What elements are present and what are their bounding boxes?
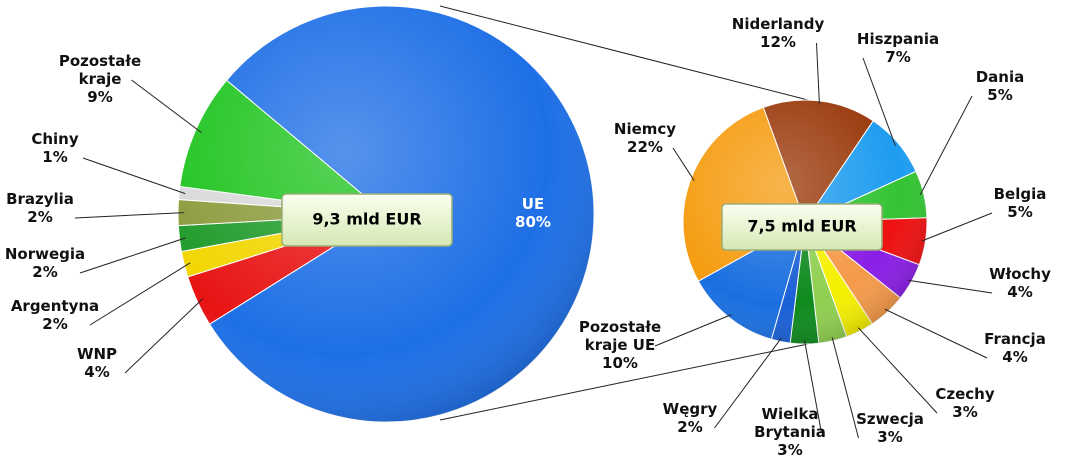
category-label: Niderlandy (731, 15, 825, 33)
value-label: 2% (27, 208, 53, 226)
center-label: 9,3 mld EUR (312, 210, 421, 229)
value-label: 22% (627, 138, 663, 156)
value-label: 3% (952, 403, 978, 421)
slice-label: Węgry 2% (655, 400, 725, 436)
leader-line (89, 262, 191, 326)
value-label: 2% (42, 315, 68, 333)
center-box (281, 193, 453, 247)
slice-label: Wielka Brytania 3% (745, 405, 835, 459)
slice-label: UE 80% (503, 195, 563, 231)
slice-label: Czechy 3% (925, 385, 1005, 421)
category-label: Niemcy (613, 120, 677, 138)
slice-label: Dania 5% (960, 68, 1040, 104)
leader-line (714, 337, 782, 429)
leader-line (919, 95, 973, 196)
leader-line (816, 42, 820, 105)
category-label: Argentyna (10, 297, 100, 315)
category-label: Szwecja (856, 410, 924, 428)
slice-label: Belgia 5% (980, 185, 1060, 221)
category-label: Hiszpania (856, 30, 940, 48)
category-label: Dania (975, 68, 1025, 86)
category-label: Brazylia (6, 190, 74, 208)
leader-line (79, 237, 186, 274)
slice-label: Włochy 4% (980, 265, 1060, 301)
slice-label: Niemcy 22% (605, 120, 685, 156)
slice-label: Pozostałe kraje 9% (55, 52, 145, 106)
value-label: 4% (1007, 283, 1033, 301)
center-box (721, 203, 883, 251)
value-label: 80% (515, 213, 551, 231)
category-label: Belgia (993, 185, 1047, 203)
value-label: 12% (760, 33, 796, 51)
value-label: 5% (987, 86, 1013, 104)
category-label: UE (521, 195, 545, 213)
slice-label: Francja 4% (975, 330, 1055, 366)
leader-line (74, 212, 185, 219)
leader-line (921, 212, 993, 242)
category-label: Pozostałe kraje (58, 52, 142, 88)
value-label: 1% (42, 148, 68, 166)
slice-label: Norwegia 2% (0, 245, 95, 281)
slice-label: Niderlandy 12% (723, 15, 833, 51)
value-label: 9% (87, 88, 113, 106)
slice-label: Chiny 1% (15, 130, 95, 166)
category-label: Francja (984, 330, 1046, 348)
category-label: Węgry (662, 400, 718, 418)
category-label: Czechy (935, 385, 995, 403)
value-label: 7% (885, 48, 911, 66)
category-label: Włochy (989, 265, 1051, 283)
value-label: 4% (1002, 348, 1028, 366)
slice-label: Argentyna 2% (5, 297, 105, 333)
value-label: 2% (677, 418, 703, 436)
slice-label: Brazylia 2% (0, 190, 90, 226)
value-label: 4% (84, 363, 110, 381)
category-label: WNP (76, 345, 118, 363)
leader-line (831, 337, 859, 439)
value-label: 10% (602, 354, 638, 372)
category-label: Pozostałe kraje UE (578, 318, 662, 354)
center-label: 7,5 mld EUR (747, 217, 856, 236)
category-label: Wielka Brytania (754, 405, 826, 441)
slice-label: Pozostałe kraje UE 10% (570, 318, 670, 372)
leader-line (884, 308, 988, 359)
leader-line (82, 157, 186, 195)
value-label: 3% (877, 428, 903, 446)
category-label: Chiny (31, 130, 79, 148)
slice-label: WNP 4% (57, 345, 137, 381)
value-label: 3% (777, 441, 803, 459)
slice-label: Hiszpania 7% (848, 30, 948, 66)
value-label: 5% (1007, 203, 1033, 221)
slice-label: Szwecja 3% (845, 410, 935, 446)
value-label: 2% (32, 263, 58, 281)
category-label: Norwegia (4, 245, 86, 263)
leader-line (803, 340, 822, 434)
